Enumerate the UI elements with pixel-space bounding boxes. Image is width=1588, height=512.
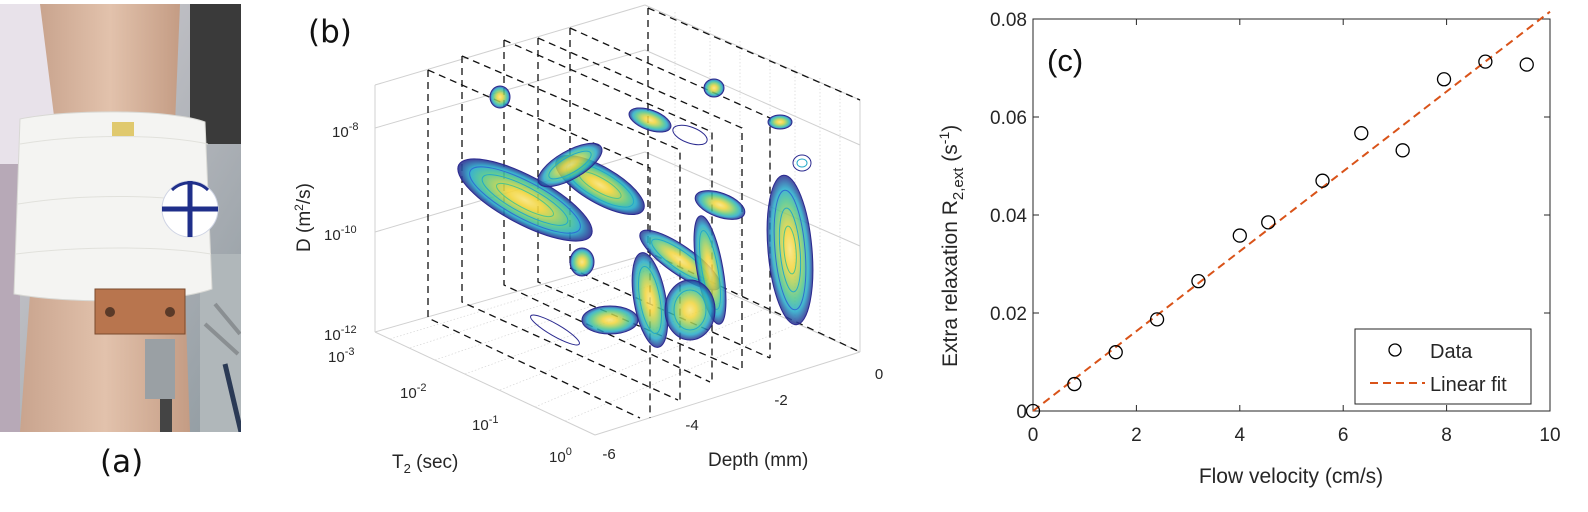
flow-velocity-scatter-chart: 0 2 4 6 8 10 0 0.02 0.04 0.06 0.08 (c) Flow veloc… [936,10,1561,488]
data-point [1149,312,1165,327]
legend-label-fit: Linear fit [1430,374,1507,396]
t2-tick: 10-2 [400,382,426,402]
y-tick-label: 0 [1016,402,1027,423]
depth-tick: 0 [875,366,883,383]
data-point [1354,126,1369,141]
data-point [1261,215,1276,230]
wrist-sensor-photo [0,4,241,432]
panel-label-a: (a) [100,444,144,480]
linear-fit-layer [1032,10,1551,412]
y-tick-label: 0.02 [990,304,1027,325]
data-point [1478,54,1493,69]
legend-box [1354,328,1532,405]
data-point [1395,143,1410,158]
panel-label-b: (b) [308,14,352,50]
y-tick-label: 0.04 [990,206,1027,227]
data-point [1519,57,1534,72]
d-axis-label: D (m2/s) [292,183,315,252]
t2-tick: 10-3 [328,346,354,366]
panel-label-c: (c) [1047,43,1083,78]
x-tick-label: 4 [1235,425,1246,446]
d-tick: 10-8 [332,121,358,141]
data-point [1232,228,1247,243]
t2-tick: 10-1 [472,414,498,434]
legend-label-data: Data [1430,341,1473,363]
x-tick-label: 8 [1441,425,1452,446]
x-tick-label: 2 [1131,425,1142,446]
d-tick: 10-10 [324,224,357,244]
x-tick-labels: 0 2 4 6 8 10 [1028,425,1561,446]
data-point [1067,376,1082,392]
depth-t2-d-contour-plot: -6 -4 -2 0 10-3 10-2 10-1 100 10-12 10-1… [292,4,883,476]
d-tick: 10-12 [324,324,357,344]
legend-marker-data [1388,343,1402,357]
t2-axis-label: T2 (sec) [392,452,458,476]
y-axis-label: Extra relaxation R2,ext (s-1) [936,125,967,367]
data-point [1025,403,1041,419]
y-tick-label: 0.08 [990,10,1027,31]
x-axis-label: Flow velocity (cm/s) [1199,465,1383,488]
y-tick-label: 0.06 [990,108,1027,129]
data-point [1315,173,1330,188]
depth-tick: -2 [774,392,787,409]
contour-blobs [457,78,814,348]
data-points-layer [1025,54,1534,419]
panel-b-tick-labels: -6 -4 -2 0 10-3 10-2 10-1 100 10-12 10-1… [324,121,883,466]
axes-box [374,4,861,436]
data-point [1191,273,1206,289]
x-tick-label: 0 [1028,425,1039,446]
legend: Data Linear fit [1354,328,1532,405]
x-tick-label: 10 [1539,425,1560,446]
data-point [1108,345,1123,360]
depth-tick: -4 [685,417,698,434]
depth-tick: -6 [602,446,615,463]
t2-tick: 100 [549,446,572,466]
data-point [1436,72,1452,87]
axis-ticks [1032,18,1551,412]
linear-fit-line [1032,10,1551,412]
x-tick-label: 6 [1338,425,1349,446]
y-tick-labels: 0 0.02 0.04 0.06 0.08 [990,10,1027,423]
depth-axis-label: Depth (mm) [708,450,808,471]
